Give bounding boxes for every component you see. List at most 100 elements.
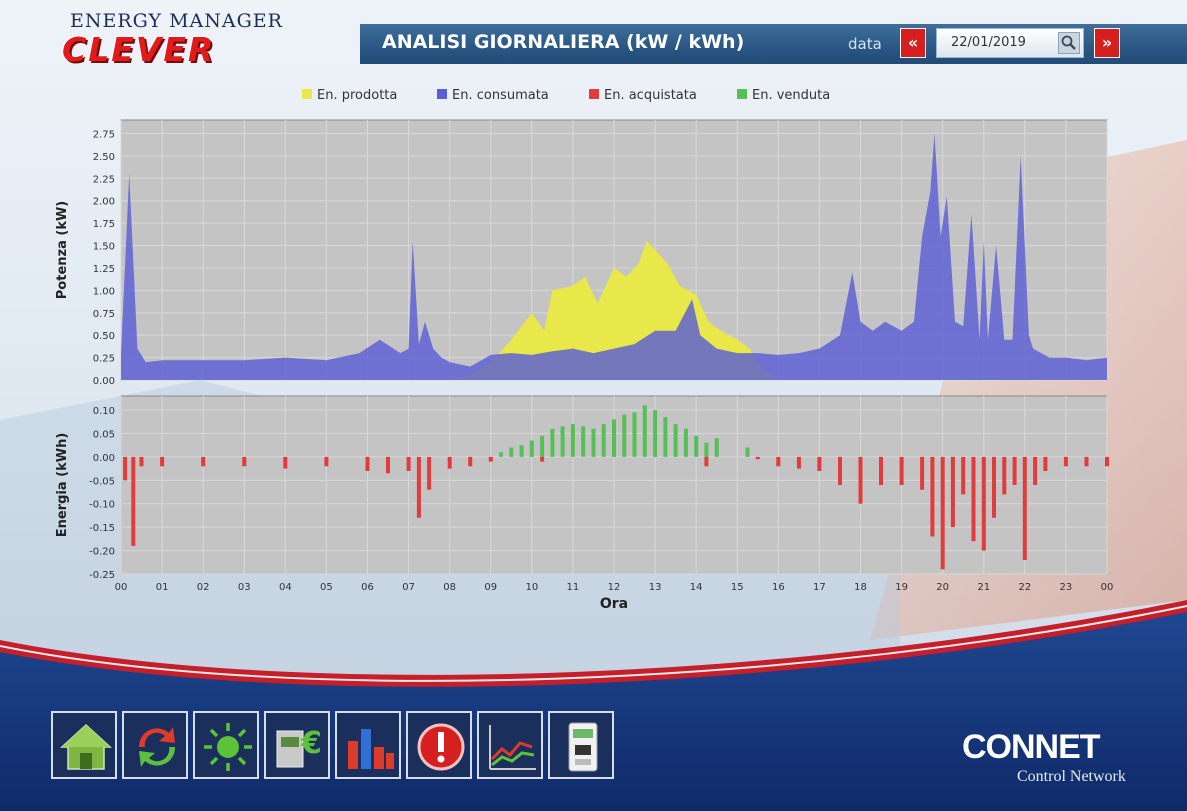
power-y-tick-label: 1.25 [93,264,115,275]
bar-venduta [622,414,627,457]
bar-venduta [694,435,699,457]
home-icon [60,723,112,770]
bar-venduta [745,447,750,457]
power-y-tick-label: 0.25 [93,354,115,365]
x-tick-label: 16 [772,582,785,593]
euro-meter-icon: € [276,726,322,768]
bar-acquistata [365,456,370,471]
date-label: data [848,35,882,53]
bar-venduta [540,435,545,457]
x-tick-label: 22 [1018,582,1031,593]
bar-acquistata [961,456,966,495]
bar-acquistata [242,456,247,467]
bar-acquistata [1063,456,1068,467]
bar-acquistata [386,456,390,474]
legend-swatch-red [589,89,599,99]
x-tick-label: 15 [731,582,744,593]
title-bar: ANALISI GIORNALIERA (kW / kWh) data « 22… [360,24,1187,64]
bar-acquistata [920,456,925,490]
bar-acquistata [139,456,144,467]
x-tick-label: 03 [238,582,251,593]
bar-acquistata [755,456,760,460]
trend-button[interactable] [477,711,543,779]
bar-acquistata [1002,456,1007,495]
power-y-tick-label: 2.25 [93,174,115,185]
legend-swatch-yellow [302,89,312,99]
meter-button[interactable] [548,711,614,779]
legend-label-acquistata: En. acquistata [604,88,697,103]
production-button[interactable] [193,711,259,779]
alert-icon [417,723,465,771]
bar-acquistata [992,456,996,518]
next-day-button[interactable]: » [1094,28,1120,58]
bar-acquistata [1043,456,1048,471]
bar-acquistata [1033,456,1038,485]
bar-venduta [581,426,586,457]
series-area-prodotta [121,241,1107,380]
power-y-tick-label: 2.00 [93,197,115,208]
energy-y-tick-label: -0.10 [89,500,115,511]
bar-acquistata [324,456,329,467]
energy-y-tick-label: 0.05 [93,429,115,440]
bar-venduta [714,438,719,457]
power-y-tick-label: 1.00 [93,286,115,297]
x-tick-label: 09 [484,582,497,593]
power-y-axis-label: Potenza (kW) [55,201,70,299]
x-tick-label: 02 [197,582,210,593]
bar-acquistata [776,456,781,467]
bar-venduta [632,412,637,457]
energy-y-tick-label: 0.00 [93,453,115,464]
x-tick-label: 11 [567,582,580,593]
x-tick-label: 06 [361,582,374,593]
x-tick-label: 08 [443,582,456,593]
calendar-search-button[interactable] [1058,32,1080,54]
home-button[interactable] [51,711,117,779]
bar-acquistata [283,456,288,469]
x-tick-label: 14 [690,582,703,593]
bar-acquistata [540,456,545,462]
bar-venduta [570,424,575,457]
energy-y-tick-label: -0.20 [89,547,115,558]
legend-prodotta: En. prodotta [302,88,397,103]
magnifier-icon [1061,35,1076,50]
refresh-button[interactable] [122,711,188,779]
date-field[interactable]: 22/01/2019 [936,28,1084,58]
alert-button[interactable] [406,711,472,779]
bar-acquistata [838,456,842,485]
bar-acquistata [1022,456,1027,560]
x-tick-label: 05 [320,582,333,593]
x-tick-label: 23 [1060,582,1073,593]
cost-button[interactable]: € [264,711,330,779]
bar-venduta [601,424,606,457]
power-y-tick-label: 0.00 [93,376,115,387]
app-logo: ENERGY MANAGER CLEVER [62,10,292,69]
x-tick-label: 01 [156,582,169,593]
bar-acquistata [981,456,986,551]
bar-chart-icon [348,729,394,769]
x-tick-label: 21 [977,582,990,593]
bar-acquistata [160,456,165,467]
bar-venduta [529,440,534,457]
bar-acquistata [940,456,945,570]
chart-legend: En. prodotta En. consumata En. acquistat… [0,88,1187,106]
bar-chart-button[interactable] [335,711,401,779]
bar-acquistata [488,456,493,462]
legend-venduta: En. venduta [737,88,830,103]
bar-venduta [704,442,709,457]
bar-acquistata [858,456,863,504]
legend-acquistata: En. acquistata [589,88,697,103]
x-tick-label: 20 [936,582,949,593]
bar-acquistata [1084,456,1089,467]
legend-swatch-blue [437,89,447,99]
svg-text:€: € [300,726,322,761]
bar-acquistata [468,456,473,467]
logo-name: CLEVER [62,30,216,69]
series-area-consumata [121,133,1107,380]
bar-acquistata [1012,456,1017,485]
energy-y-axis-label: Energia (kWh) [55,433,70,538]
previous-day-button[interactable]: « [900,28,926,58]
x-tick-label: 19 [895,582,908,593]
logo-subtitle: ENERGY MANAGER [70,10,283,32]
bar-acquistata [427,456,432,490]
meter-icon [568,722,598,772]
